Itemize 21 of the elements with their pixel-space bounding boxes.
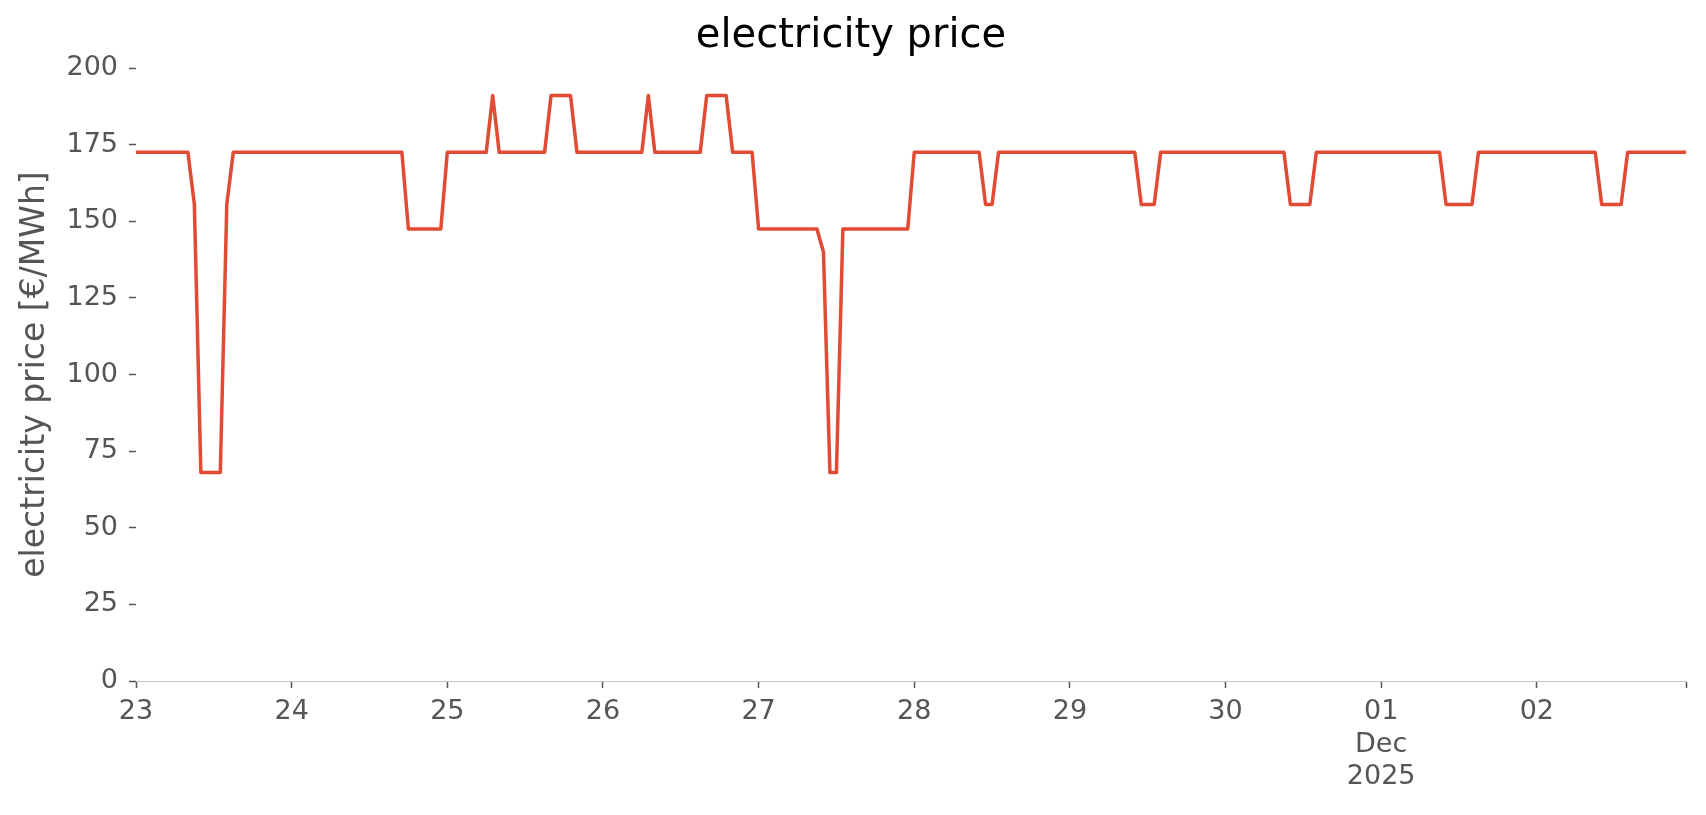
- y-tick-label: 0: [100, 663, 118, 695]
- y-tick-label: 25: [83, 586, 118, 618]
- x-tick-label: 29: [1052, 694, 1088, 726]
- x-tick-label: 25: [430, 694, 465, 726]
- x-tick-label: 26: [585, 694, 621, 726]
- y-tick-label: 125: [66, 279, 118, 311]
- y-tick-label: 100: [66, 356, 118, 388]
- x-tick-label: 30: [1208, 694, 1243, 726]
- x-tick-label: 28: [897, 694, 932, 726]
- y-tick-label: 50: [83, 509, 118, 541]
- x-tick-label: 23: [118, 694, 154, 726]
- x-tick-label: 27: [741, 694, 776, 726]
- x-tick-label: 24: [274, 694, 309, 726]
- x-tick-label: 01 Dec 2025: [1346, 694, 1416, 791]
- chart-title: electricity price: [695, 10, 1007, 57]
- y-tick-label: 175: [66, 126, 118, 158]
- y-tick-label: 200: [66, 50, 118, 82]
- y-axis-title: electricity price [€/MWh]: [13, 171, 53, 578]
- y-tick-label: 150: [66, 203, 118, 235]
- x-tick-label: 02: [1519, 694, 1555, 726]
- y-tick-label: 75: [83, 433, 118, 465]
